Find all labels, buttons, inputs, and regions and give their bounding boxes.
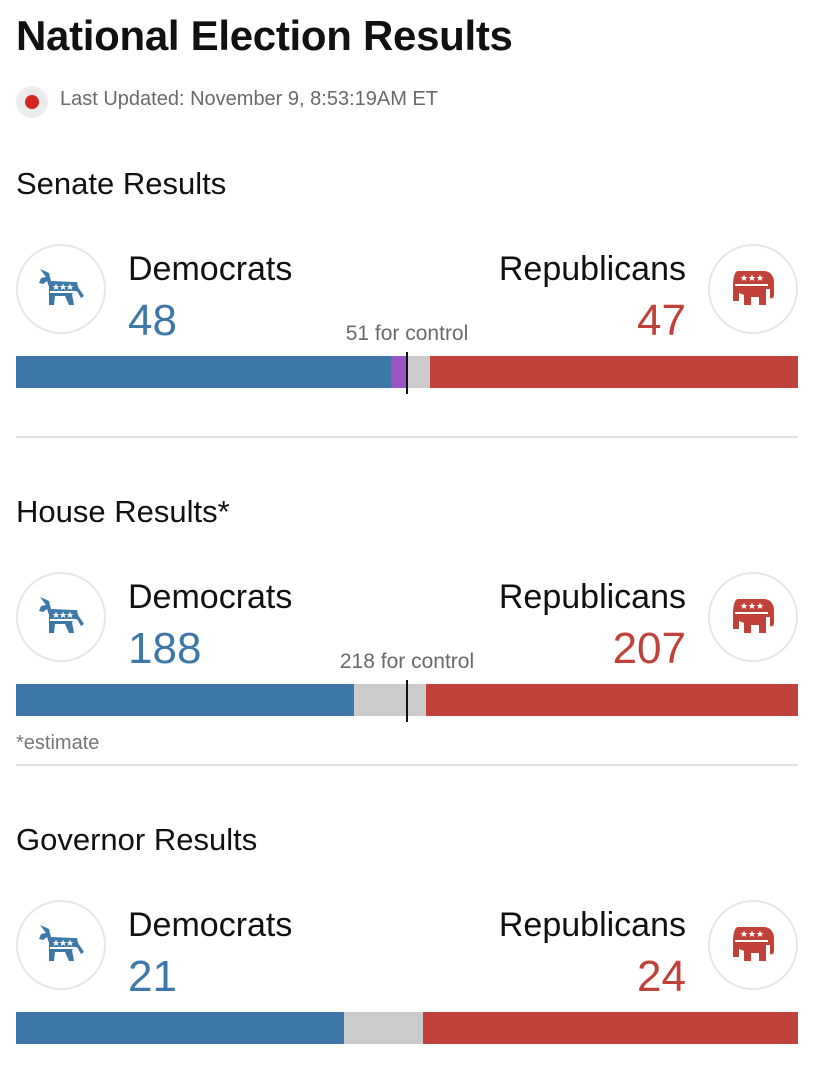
republicans-count: 47 [637,296,686,345]
elephant-icon [708,900,798,990]
section-title: Governor Results [16,822,258,857]
control-marker [406,680,408,722]
donkey-icon-graphic [37,265,85,313]
donkey-icon-graphic [37,921,85,969]
independent-seats-bar [391,356,407,388]
donkey-icon [16,244,106,334]
donkey-icon-graphic [37,593,85,641]
seat-bar [16,352,798,394]
elephant-icon-graphic [729,265,777,313]
democrats-label: Democrats [128,906,293,944]
republicans-label: Republicans [498,906,686,944]
senate-section: Senate Results Democrats 48 Republicans … [16,166,798,438]
governor-section: Governor Results Democrats 21 Republican… [16,822,798,1052]
control-threshold-label: 218 for control [339,650,475,673]
republican-seats-bar [423,1012,798,1044]
elephant-icon [708,572,798,662]
estimate-footnote: *estimate [16,732,100,754]
donkey-icon [16,572,106,662]
republican-seats-bar [430,356,798,388]
live-dot [25,95,39,109]
democrats-label: Democrats [128,250,293,288]
donkey-icon [16,900,106,990]
house-section: House Results* Democrats 188 Republicans… [16,494,798,766]
live-dot-icon [16,86,48,118]
democrats-count: 48 [128,296,177,345]
elephant-icon-graphic [729,921,777,969]
seat-bar [16,1012,798,1044]
republicans-count: 207 [612,624,686,673]
section-divider [16,436,798,438]
elephant-icon [708,244,798,334]
democrat-seats-bar [16,684,354,716]
elephant-icon-graphic [729,593,777,641]
democrats-label: Democrats [128,578,293,616]
control-threshold-label: 51 for control [345,322,469,345]
republican-seats-bar [426,684,798,716]
republicans-label: Republicans [498,250,686,288]
democrat-seats-bar [16,1012,344,1044]
democrats-count: 21 [128,952,177,1001]
republicans-count: 24 [637,952,686,1001]
section-title: House Results* [16,494,230,529]
democrat-seats-bar [16,356,391,388]
page-title: National Election Results [16,12,513,59]
republicans-label: Republicans [498,578,686,616]
section-title: Senate Results [16,166,227,201]
section-divider [16,764,798,766]
seat-bar [16,680,798,722]
democrats-count: 188 [128,624,202,673]
control-marker [406,352,408,394]
last-updated-text: Last Updated: November 9, 8:53:19AM ET [60,88,438,110]
